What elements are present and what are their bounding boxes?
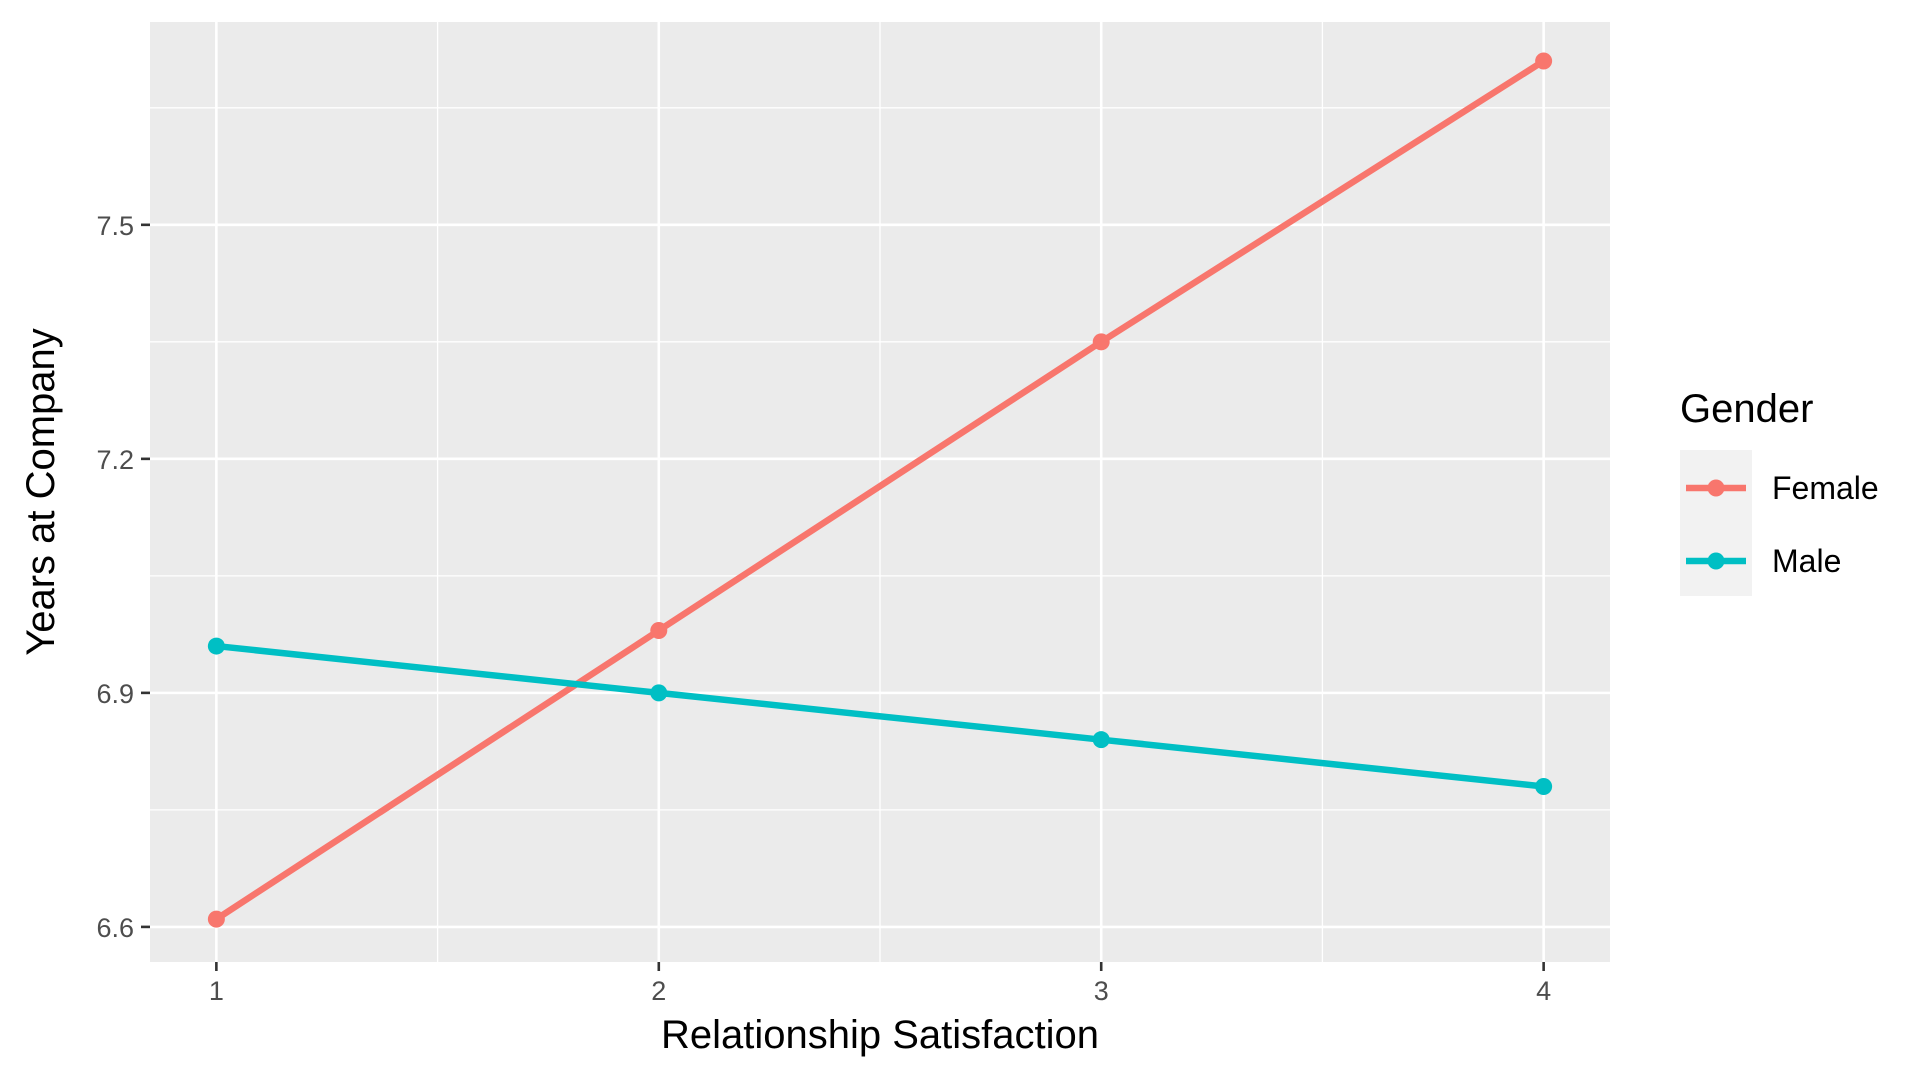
series-points: [207, 52, 1553, 928]
legend-key-point-male: [1707, 552, 1725, 570]
x-tick-label: 3: [1094, 976, 1109, 1006]
data-point-male: [1535, 777, 1553, 795]
y-axis: 6.6 6.9 7.2 7.5: [96, 211, 150, 943]
data-point-male: [207, 637, 225, 655]
minor-grid: [150, 22, 1610, 962]
series-line-male: [216, 642, 1544, 790]
data-point-female: [1092, 333, 1110, 351]
legend-key-background: [1680, 450, 1752, 596]
series-lines: [214, 58, 1546, 922]
y-tick-label: 7.5: [96, 211, 134, 241]
major-grid: [150, 22, 1610, 962]
y-axis-title: Years at Company: [19, 328, 63, 656]
y-tick-label: 6.9: [96, 679, 134, 709]
data-point-female: [650, 621, 668, 639]
legend-title: Gender: [1680, 387, 1813, 431]
x-tick-label: 4: [1536, 976, 1551, 1006]
data-point-female: [1535, 52, 1553, 70]
y-tick-label: 7.2: [96, 445, 134, 475]
legend-label-male: Male: [1772, 543, 1841, 579]
legend-label-female: Female: [1772, 470, 1879, 506]
x-tick-label: 2: [651, 976, 666, 1006]
y-tick-label: 6.6: [96, 913, 134, 943]
data-point-male: [650, 684, 668, 702]
x-axis-title: Relationship Satisfaction: [661, 1013, 1099, 1057]
x-axis: 1 2 3 4: [209, 962, 1551, 1006]
legend: Gender Female Male: [1680, 387, 1879, 596]
data-point-male: [1092, 731, 1110, 749]
data-point-female: [207, 910, 225, 928]
legend-key-point-female: [1707, 479, 1725, 497]
series-line-female: [214, 58, 1546, 922]
x-tick-label: 1: [209, 976, 224, 1006]
